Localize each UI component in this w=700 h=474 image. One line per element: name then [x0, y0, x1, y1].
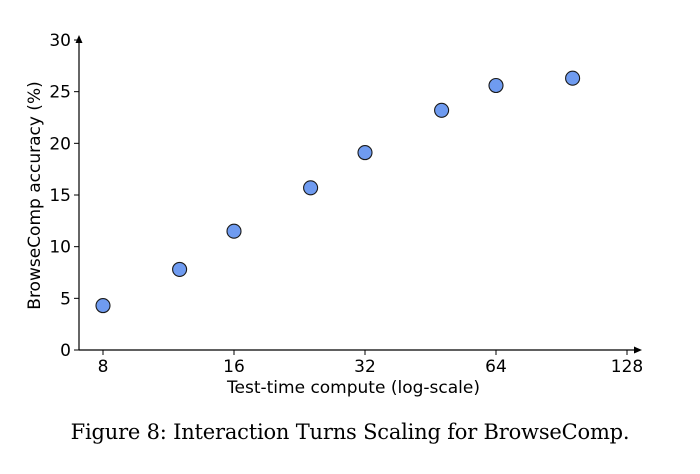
y-tick-label: 0 [60, 341, 71, 361]
y-axis-arrow [75, 35, 83, 43]
ticks: 0 5 10 15 20 25 30 8 16 32 64 128 [49, 31, 643, 377]
y-tick-label: 15 [49, 186, 71, 206]
data-point [172, 261, 188, 277]
data-point [95, 298, 111, 314]
y-axis-label: BrowseComp accuracy (%) [25, 81, 45, 309]
y-tick-label: 30 [49, 31, 71, 51]
data-point [434, 102, 450, 118]
axes [75, 35, 642, 354]
y-tick-label: 25 [49, 83, 71, 103]
data-point [303, 180, 319, 196]
y-tick-label: 5 [60, 289, 71, 309]
data-point [357, 145, 373, 161]
x-axis-label: Test-time compute (log-scale) [226, 378, 480, 398]
x-tick-label: 8 [98, 357, 109, 377]
y-tick-label: 20 [49, 134, 71, 154]
data-points [95, 70, 581, 314]
x-tick-label: 64 [485, 357, 507, 377]
x-axis-arrow [634, 346, 642, 354]
y-tick-label: 10 [49, 238, 71, 258]
data-point [226, 223, 242, 239]
x-tick-label: 32 [354, 357, 376, 377]
scatter-chart: 0 5 10 15 20 25 30 8 16 32 64 128 Test-time compute… [25, 31, 643, 398]
data-point [488, 77, 504, 94]
x-tick-label: 16 [223, 357, 245, 377]
x-tick-label: 128 [611, 357, 643, 377]
data-point [565, 70, 581, 86]
figure-caption: Figure 8: Interaction Turns Scaling for … [70, 420, 630, 444]
